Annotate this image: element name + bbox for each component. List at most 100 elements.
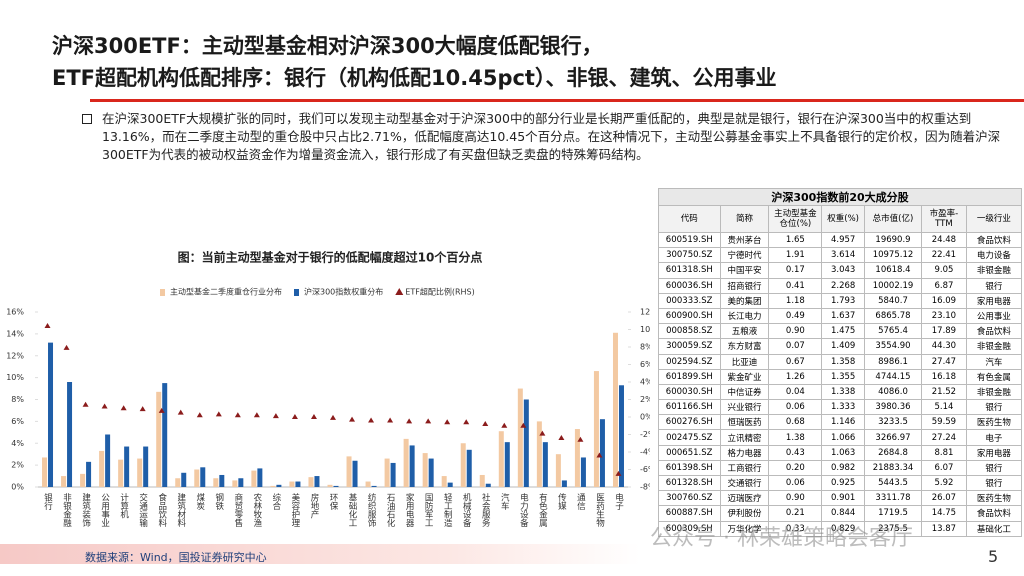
bar (61, 476, 67, 487)
x-tick-label: 食品饮料 (157, 492, 167, 528)
bar (48, 342, 54, 487)
y2-tick-label: 4% (640, 378, 650, 387)
header-cell: 权重(%) (821, 205, 865, 233)
table-cell: 44.30 (921, 338, 967, 355)
table-cell: 600887.SH (658, 505, 721, 522)
table-cell: 0.844 (821, 505, 865, 522)
table-row: 000858.SZ 五粮液 0.90 1.475 5765.4 17.89 食品饮料 (658, 323, 1023, 340)
x-tick-label: 环保 (328, 493, 338, 511)
table-cell: 300750.SZ (658, 247, 721, 264)
marker (596, 452, 603, 458)
y2-tick-label: -8% (640, 483, 650, 492)
bar (612, 332, 618, 487)
y-tick-label: 2% (11, 461, 24, 470)
table-cell: 6865.78 (863, 307, 923, 325)
bar (80, 473, 86, 487)
x-tick-label: 综合 (271, 492, 281, 511)
table-cell: 8986.1 (863, 353, 923, 370)
table-cell: 立讯精密 (719, 429, 770, 446)
table-cell: 银行 (965, 277, 1023, 294)
table-cell: 5.14 (921, 399, 967, 416)
table-cell: 002475.SZ (658, 429, 721, 446)
x-tick-label: 煤炭 (195, 492, 205, 511)
y-tick-label: 16% (6, 308, 24, 317)
bar (219, 474, 225, 487)
bar (428, 458, 434, 487)
table-cell: 1.338 (821, 383, 865, 401)
x-tick-label: 美容护理 (290, 492, 300, 527)
bar (156, 391, 162, 487)
marker (615, 470, 622, 476)
bar (67, 382, 73, 487)
bar (99, 450, 105, 487)
table-row: 000651.SZ 格力电器 0.43 1.063 2684.8 8.81 家用电器 (658, 444, 1023, 461)
y2-tick-label: 2% (640, 395, 650, 404)
table-cell: 有色金属 (965, 368, 1023, 385)
x-tick-label: 通信 (575, 492, 585, 511)
table-cell: 0.901 (821, 490, 865, 507)
table-cell: 1.063 (821, 444, 865, 461)
table-cell: 0.43 (768, 444, 823, 461)
table-cell: 交通银行 (719, 474, 770, 492)
bar (409, 445, 415, 487)
footer-band (0, 544, 640, 564)
marker (215, 411, 222, 417)
table-cell: 0.90 (768, 323, 823, 340)
bullet-text: 在沪深300ETF大规模扩张的同时，我们可以发现主动型基金对于沪深300中的部分… (102, 111, 1001, 162)
y2-tick-label: 0% (640, 413, 650, 422)
table-cell: 27.47 (921, 353, 967, 370)
bar (384, 458, 390, 487)
table: 沪深300指数前20大成分股 代码 简称 主动型基金仓位(%) 权重(%) 总市值(亿) 市… (658, 188, 1023, 537)
table-cell: 0.90 (768, 490, 823, 507)
y-tick-label: 12% (6, 351, 24, 360)
x-tick-label: 电力设备 (518, 492, 528, 528)
table-cell: 0.04 (768, 383, 823, 401)
table-cell: 中信证券 (719, 383, 770, 401)
table-cell: 21883.34 (863, 459, 923, 477)
bar (498, 431, 504, 487)
bar (422, 453, 428, 487)
watermark: 公众号 · 林荣雄策略会客厅 (650, 526, 913, 551)
table-row: 600887.SH 伊利股份 0.21 0.844 1719.5 14.75 食品饮料 (658, 505, 1023, 522)
x-tick-label: 国防军工 (423, 493, 433, 527)
table-cell: 0.06 (768, 399, 823, 416)
table-cell: 工商银行 (719, 459, 770, 477)
table-cell: 16.18 (921, 368, 967, 385)
bullet-icon (82, 114, 92, 124)
table-cell: 601899.SH (658, 368, 721, 385)
bar (580, 457, 586, 487)
marker (44, 323, 51, 328)
table-cell: 0.49 (768, 307, 823, 325)
bar (523, 399, 529, 487)
table-cell: 格力电器 (719, 444, 770, 461)
table-cell: 银行 (965, 399, 1023, 416)
legend-label: 主动型基金二季度重仓行业分布 (170, 287, 282, 297)
table-cell: 家用电器 (965, 292, 1023, 309)
table-cell: 59.59 (921, 414, 967, 431)
marker (368, 417, 375, 423)
chart: 图：当前主动型基金对于银行的低配幅度超过10个百分点 0% 2% 4% 6% 8% 10%… (6, 250, 650, 528)
bar (86, 461, 92, 487)
table-cell: 27.24 (921, 429, 967, 446)
legend-label: 沪深300指数权重分布 (304, 287, 383, 297)
table-cell: 600030.SH (658, 383, 721, 401)
y-tick-label: 0% (11, 483, 24, 492)
table-cell: 1.793 (821, 292, 865, 309)
bar (618, 385, 624, 487)
table-row: 601318.SH 中国平安 0.17 3.043 10618.4 9.05 非银金融 (658, 262, 1023, 279)
table-cell: 电子 (965, 429, 1023, 446)
marker (177, 409, 184, 415)
marker (501, 422, 508, 428)
table-cell: 002594.SZ (658, 353, 721, 370)
table-row: 600276.SH 恒瑞医药 0.68 1.146 3233.5 59.59 医药生物 (658, 414, 1023, 431)
x-tick-label: 基础化工 (347, 492, 357, 527)
marker (577, 436, 584, 442)
table-cell: 000858.SZ (658, 323, 721, 340)
marker (272, 413, 279, 419)
x-tick-label: 商贸零售 (233, 492, 243, 528)
table-row: 601166.SH 兴业银行 0.06 1.333 3980.36 5.14 银行 (658, 399, 1023, 416)
table-cell: 6.87 (921, 277, 967, 294)
table-row: 002475.SZ 立讯精密 1.38 1.066 3266.97 27.24 电子 (658, 429, 1023, 446)
bar (181, 472, 187, 487)
x-tick-label: 医药生物 (594, 493, 604, 528)
